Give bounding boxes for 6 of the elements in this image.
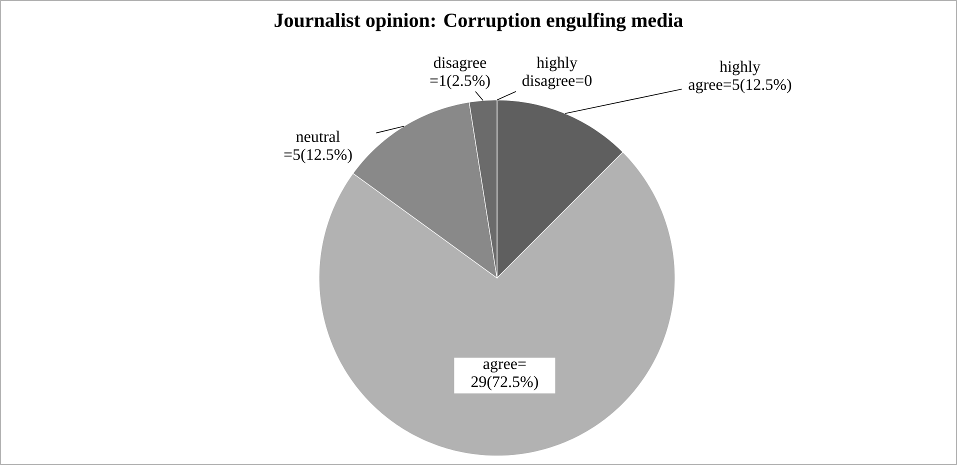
slice-label: highly agree=5(12.5%) <box>688 60 792 94</box>
slice-label: disagree =1(2.5%) <box>430 56 490 90</box>
category-label: highly disagree=0 <box>522 56 592 90</box>
chart-title: Journalist opinion: Corruption engulfing media <box>274 12 683 32</box>
slice-label: agree= 29(72.5%) <box>471 360 538 390</box>
slice-label: neutral =5(12.5%) <box>284 130 352 164</box>
